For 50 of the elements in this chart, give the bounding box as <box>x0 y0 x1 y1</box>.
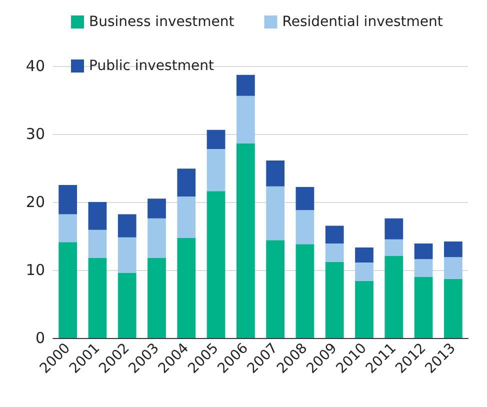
bar <box>58 242 78 338</box>
bar <box>414 259 433 277</box>
bar <box>444 241 462 258</box>
bar <box>236 144 255 338</box>
y-tick-label: 30 <box>26 125 45 143</box>
bar <box>355 262 374 281</box>
bar <box>325 226 344 244</box>
bar <box>266 240 285 338</box>
bar <box>58 185 78 214</box>
bar <box>384 239 404 256</box>
bar <box>384 218 404 240</box>
bar <box>88 258 107 338</box>
bar <box>296 187 314 210</box>
bar <box>414 276 433 338</box>
bar <box>236 96 255 144</box>
bar <box>236 74 255 96</box>
y-tick-label: 40 <box>26 57 45 75</box>
bar <box>118 214 136 238</box>
bar <box>266 160 285 186</box>
bar <box>148 258 166 338</box>
y-tick-label: 20 <box>26 193 45 211</box>
bar <box>325 243 344 262</box>
bar <box>355 280 374 338</box>
bar <box>177 238 196 338</box>
bar <box>414 243 433 260</box>
legend-label: Business investment <box>89 14 235 30</box>
bar <box>177 168 196 197</box>
bar <box>118 237 136 273</box>
bar <box>325 262 344 338</box>
bar <box>296 210 314 244</box>
bar <box>148 198 166 218</box>
bar <box>88 202 107 230</box>
bar <box>384 256 404 338</box>
bar <box>296 244 314 338</box>
bar <box>266 186 285 240</box>
bar <box>444 257 462 279</box>
bar <box>206 191 226 338</box>
legend-label: Public investment <box>89 58 214 74</box>
legend-label: Residential investment <box>282 14 444 30</box>
bar <box>58 214 78 242</box>
bar <box>206 130 226 149</box>
bar <box>88 230 107 258</box>
bar <box>206 148 226 192</box>
bar <box>148 218 166 258</box>
y-tick-label: 10 <box>26 261 45 279</box>
bar <box>355 248 374 263</box>
bar <box>177 196 196 238</box>
y-tick-label: 0 <box>35 329 45 347</box>
bar <box>444 278 462 338</box>
bar <box>118 272 136 338</box>
